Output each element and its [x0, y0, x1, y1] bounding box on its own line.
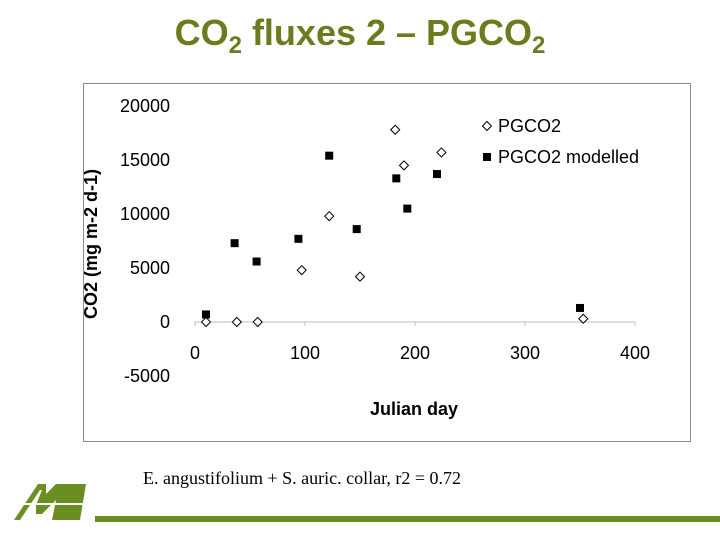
pgco2-point — [296, 264, 307, 276]
pgco2-point — [323, 210, 335, 222]
y-tick-label: 15000 — [120, 150, 170, 170]
pgco2-modelled-point — [252, 257, 261, 266]
pgco2-modelled-point — [352, 225, 361, 234]
legend-marker-pgco2-modelled — [483, 153, 491, 161]
footer-rule — [95, 516, 720, 522]
legend-label: PGCO2 modelled — [498, 147, 639, 167]
pgco2-modelled-point — [294, 234, 303, 243]
pgco2-point — [231, 316, 243, 328]
x-tick-label: 300 — [510, 343, 540, 363]
pgco2-point — [252, 316, 263, 328]
y-tick-label: 5000 — [130, 258, 170, 278]
pgco2-modelled-point — [403, 204, 412, 213]
slide-title: CO2 fluxes 2 – PGCO2 — [0, 12, 720, 60]
legend-label: PGCO2 — [498, 116, 561, 136]
slide-caption: E. angustifolium + S. auric. collar, r2 … — [143, 468, 462, 488]
y-tick-label: 10000 — [120, 204, 170, 224]
pgco2-point — [389, 124, 401, 135]
pgco2-point — [354, 271, 366, 282]
scatter-chart: -5000 0 5000 10000 15000 20000 0 100 200 300 400 Ju… — [84, 96, 650, 419]
x-tick-label: 200 — [400, 343, 430, 363]
x-axis-title: Julian day — [370, 399, 458, 419]
y-axis-title: CO2 (mg m-2 d-1) — [84, 169, 101, 319]
pgco2-modelled-point — [325, 151, 334, 160]
pgco2-point — [200, 316, 212, 328]
x-tick-label: 0 — [190, 343, 200, 363]
y-tick-label: 0 — [160, 312, 170, 332]
pgco2-modelled-point — [202, 310, 210, 319]
pgco2-modelled-point — [392, 174, 401, 183]
logo-m-icon — [14, 484, 88, 520]
y-tick-label: -5000 — [124, 366, 170, 386]
pgco2-point — [578, 313, 589, 324]
chart-frame: -5000 0 5000 10000 15000 20000 0 100 200 300 400 Ju… — [83, 83, 691, 442]
pgco2-modelled-point — [230, 239, 239, 248]
x-tick-label: 100 — [290, 343, 320, 363]
legend-marker-pgco2 — [481, 120, 493, 132]
pgco2-point — [398, 160, 410, 171]
y-tick-label: 20000 — [120, 96, 170, 116]
pgco2-modelled-point — [576, 303, 584, 312]
pgco2-point — [436, 147, 447, 158]
title-middle: fluxes 2 – PGCO — [241, 12, 533, 53]
title-subscript-2: 2 — [532, 32, 546, 59]
title-main: CO — [174, 12, 229, 53]
x-tick-label: 400 — [620, 343, 650, 363]
pgco2-modelled-point — [433, 170, 441, 179]
title-subscript-1: 2 — [228, 32, 242, 59]
